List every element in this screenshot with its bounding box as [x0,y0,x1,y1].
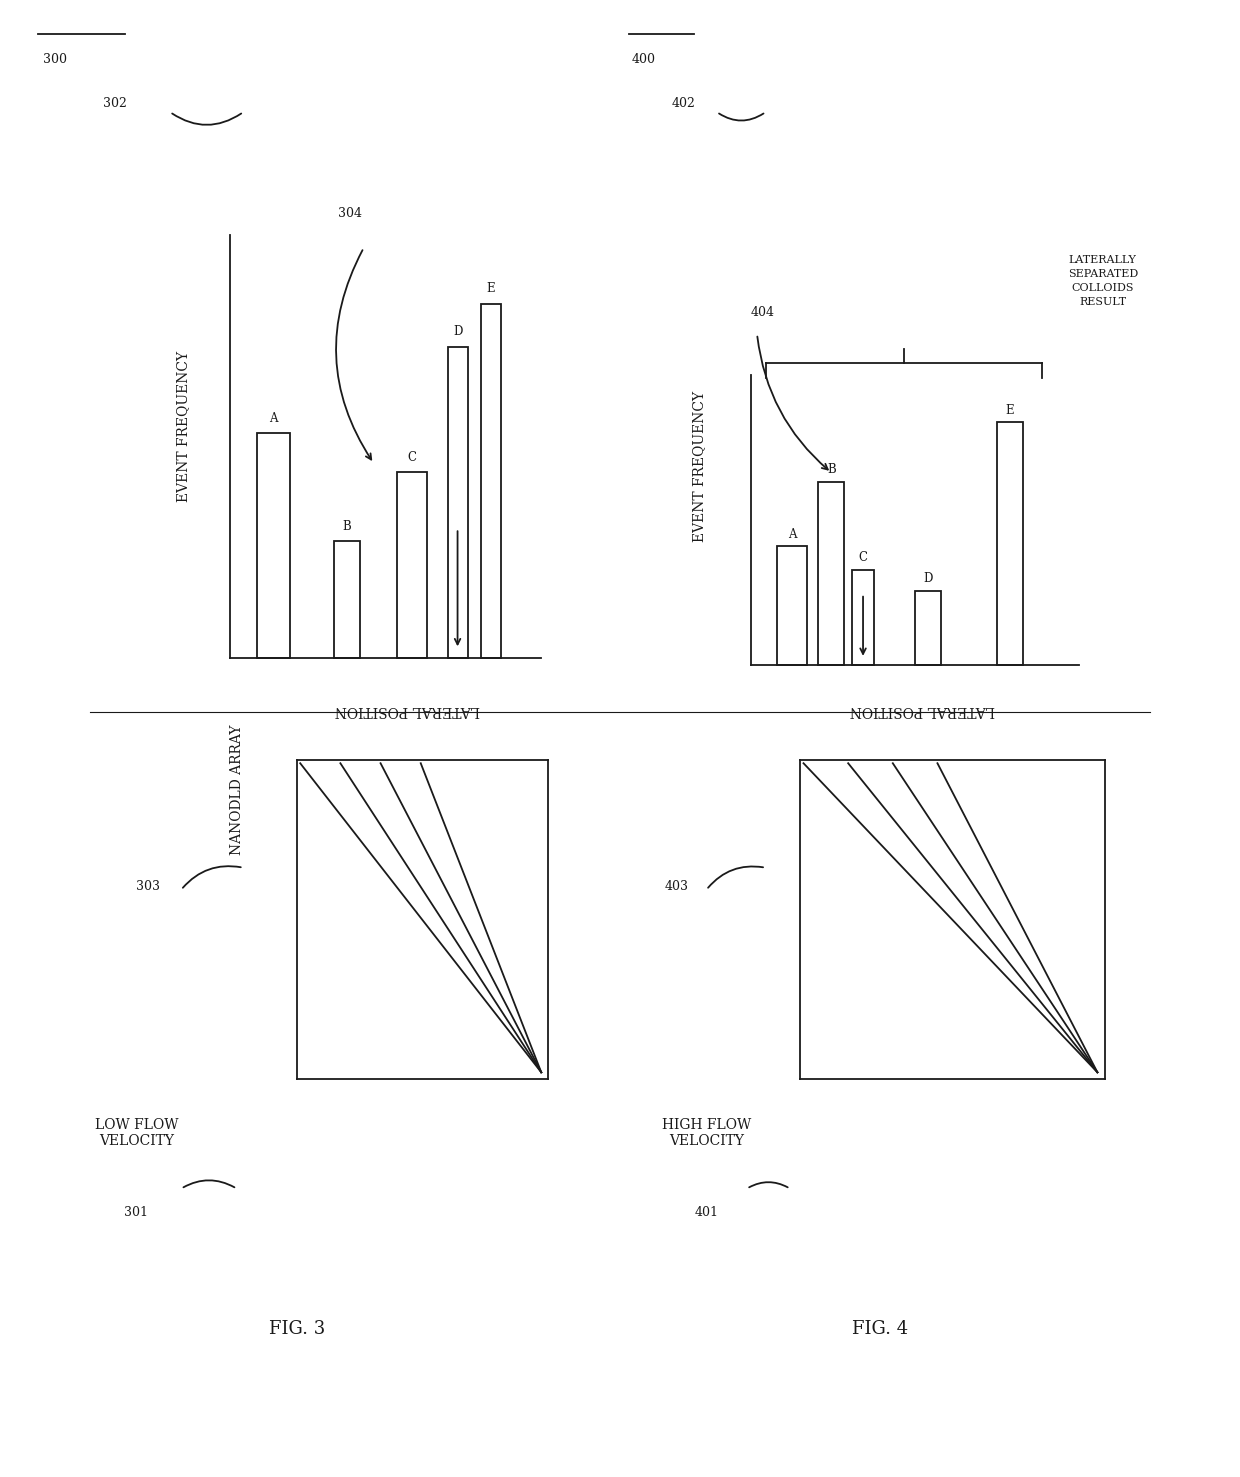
Text: E: E [487,282,495,295]
Text: 302: 302 [103,96,126,109]
Bar [448,347,467,657]
Text: A: A [269,412,278,425]
Text: C: C [858,551,868,564]
Text: 301: 301 [124,1207,149,1220]
Bar [257,433,290,657]
Text: HIGH FLOW
VELOCITY: HIGH FLOW VELOCITY [662,1118,751,1148]
Text: 402: 402 [672,96,696,109]
Bar [777,546,807,665]
Text: LOW FLOW
VELOCITY: LOW FLOW VELOCITY [94,1118,179,1148]
Text: 403: 403 [665,880,688,894]
Bar [334,541,361,657]
Text: C: C [408,450,417,464]
Text: 304: 304 [339,207,362,220]
Text: EVENT FREQUENCY: EVENT FREQUENCY [176,352,190,502]
Text: 300: 300 [42,53,67,66]
Bar [915,591,941,665]
Text: B: B [827,462,836,476]
Text: NANODLD ARRAY: NANODLD ARRAY [229,725,244,855]
Bar [397,473,428,657]
Text: B: B [342,520,351,533]
Text: FIG. 4: FIG. 4 [852,1320,909,1338]
Text: 400: 400 [632,53,656,66]
Bar [997,422,1023,665]
Text: E: E [1006,403,1014,417]
Text: LATERALLY
SEPARATED
COLLOIDS
RESULT: LATERALLY SEPARATED COLLOIDS RESULT [1068,254,1138,307]
Text: A: A [789,527,796,541]
Text: 404: 404 [750,306,775,319]
Text: 303: 303 [136,880,160,894]
Text: LATERAL POSITION: LATERAL POSITION [335,703,480,718]
Text: 401: 401 [694,1207,719,1220]
Bar [818,482,844,665]
Bar [852,570,874,665]
Text: D: D [453,325,463,338]
Bar [481,304,501,657]
Text: EVENT FREQUENCY: EVENT FREQUENCY [692,391,707,542]
Text: D: D [924,572,932,585]
Text: LATERAL POSITION: LATERAL POSITION [849,703,996,718]
Text: FIG. 3: FIG. 3 [269,1320,326,1338]
